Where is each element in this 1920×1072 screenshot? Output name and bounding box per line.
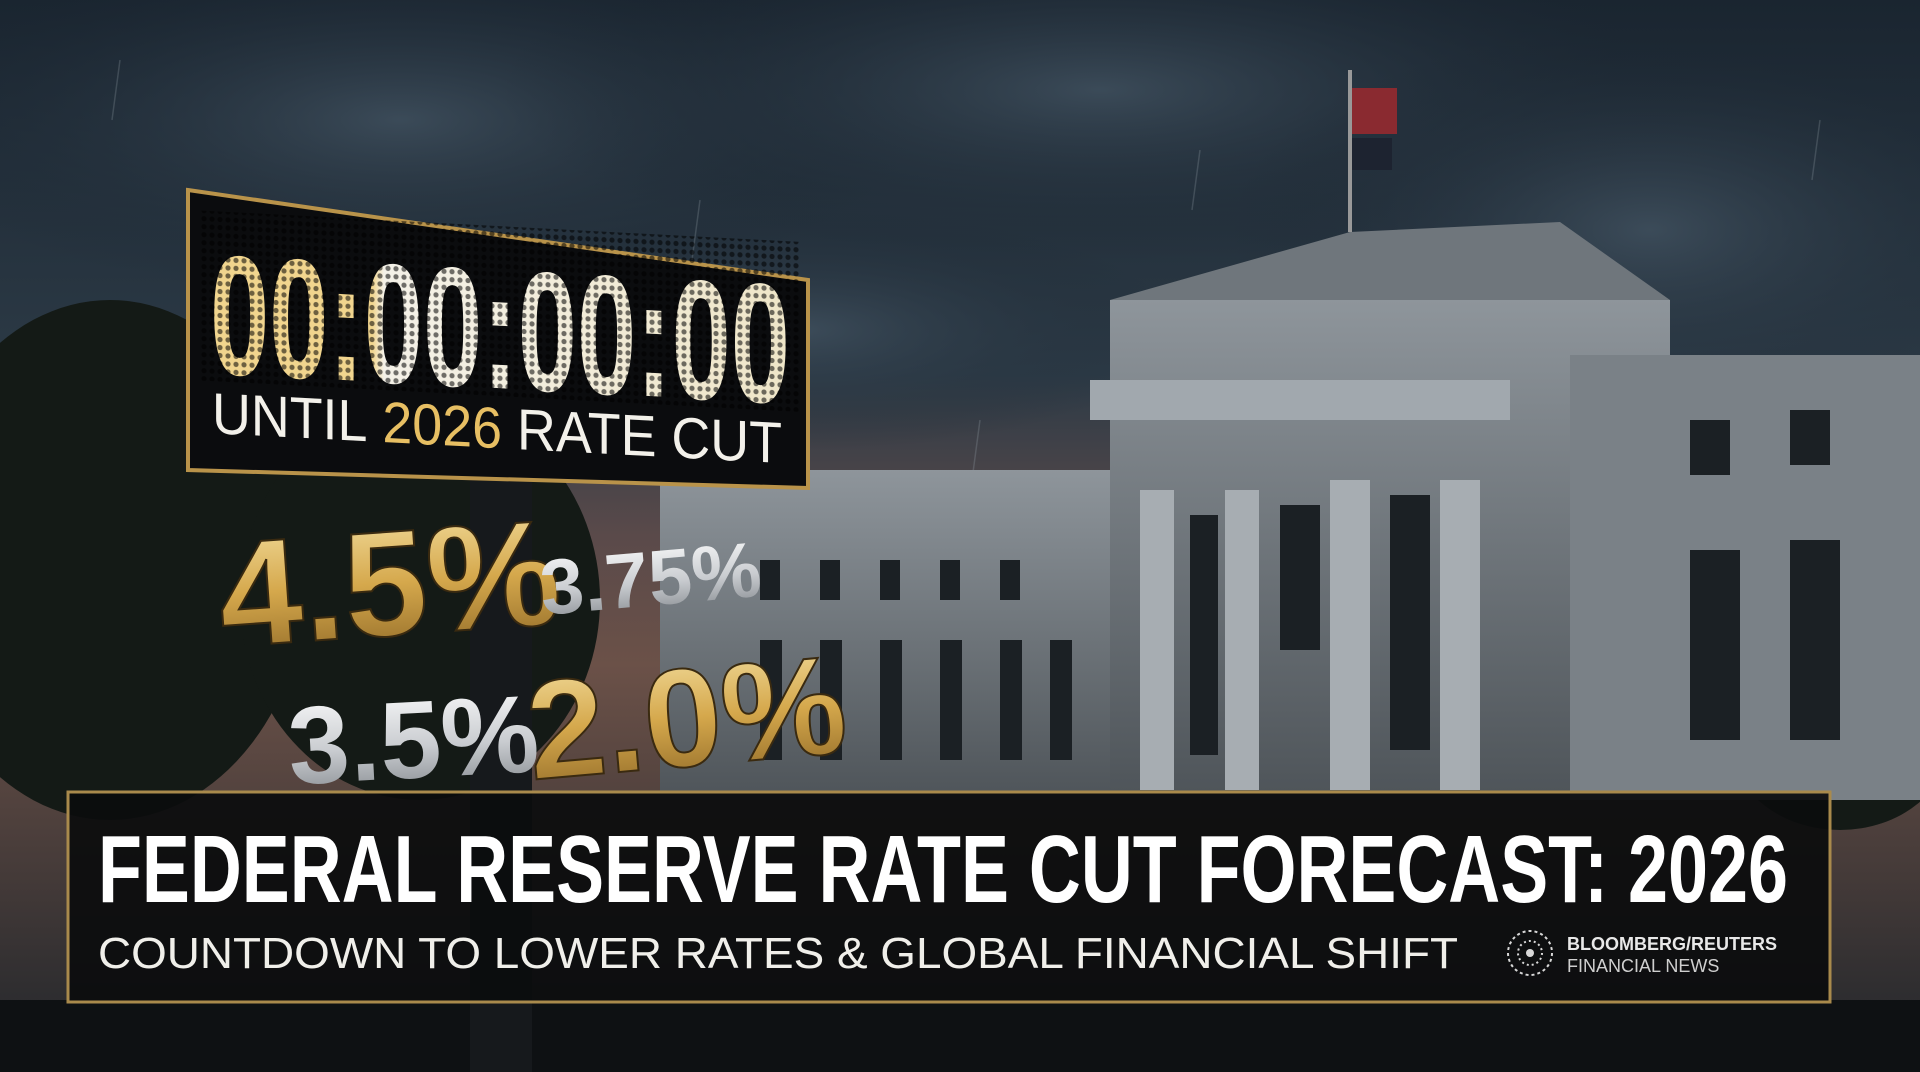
ground bbox=[0, 1000, 1920, 1072]
source-logo bbox=[1507, 930, 1553, 976]
led-dots bbox=[200, 210, 800, 412]
rate: 2.0% bbox=[521, 625, 853, 809]
banner: FEDERAL RESERVE RATE CUT FORECAST: 2026 … bbox=[66, 790, 1832, 1004]
headline: FEDERAL RESERVE RATE CUT FORECAST: 2026 bbox=[98, 816, 1788, 923]
countdown-board: 00:00:00:00 UNTIL 2026 RATE CUT bbox=[186, 187, 810, 491]
rates: 4.5% 3.75% 3.5% 2.0% bbox=[212, 486, 853, 810]
countdown-caption: UNTIL 2026 RATE CUT bbox=[212, 381, 782, 476]
until: UNTIL bbox=[212, 381, 367, 454]
rate: 4.5% bbox=[213, 487, 566, 678]
rate-cut: RATE CUT bbox=[517, 397, 782, 476]
rate: 3.75% bbox=[537, 525, 765, 632]
source-name: BLOOMBERG/REUTERS bbox=[1567, 934, 1777, 954]
subheadline: COUNTDOWN TO LOWER RATES & GLOBAL FINANC… bbox=[98, 929, 1458, 978]
building bbox=[660, 70, 1920, 800]
rate: 3.5% bbox=[285, 672, 542, 808]
year: 2026 bbox=[382, 390, 502, 461]
banner-box bbox=[66, 790, 1832, 1004]
source-tagline: FINANCIAL NEWS bbox=[1567, 956, 1719, 976]
